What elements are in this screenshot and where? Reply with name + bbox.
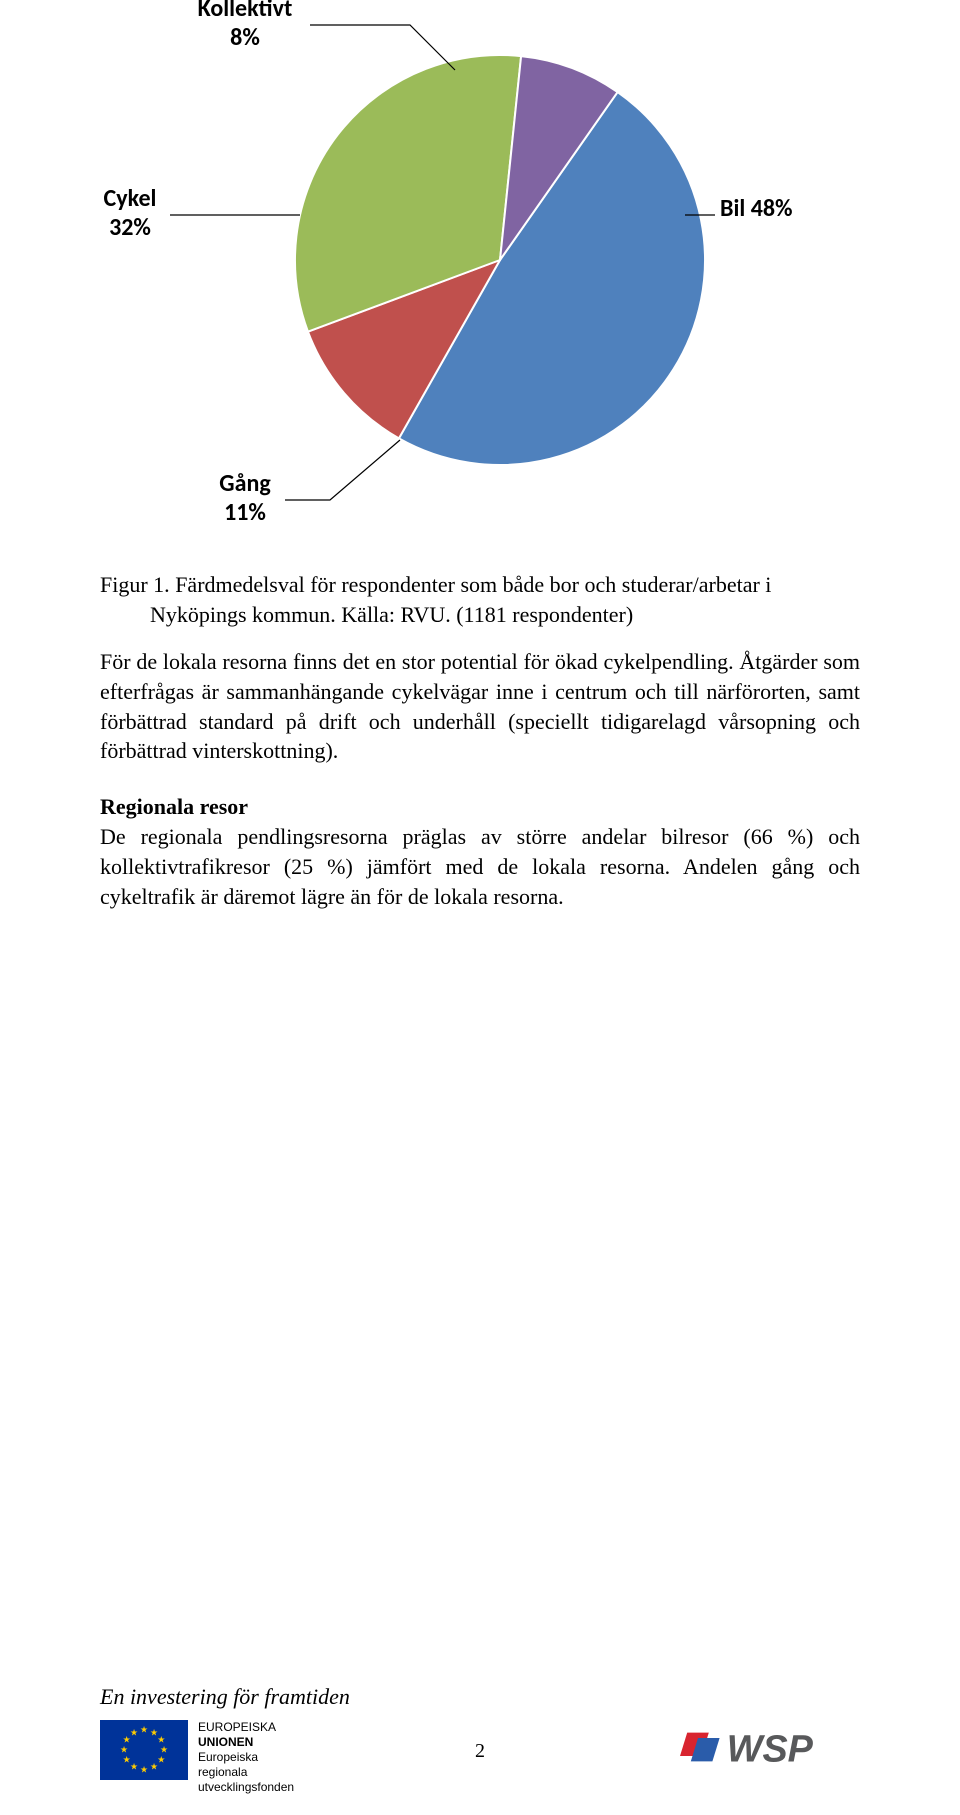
figure-caption: Figur 1. Färdmedelsval för respondenter … (100, 570, 860, 629)
caption-text: Färdmedelsval för respondenter som både … (150, 572, 771, 627)
page-number: 2 (100, 1740, 860, 1763)
heading-regional: Regionala resor (100, 794, 860, 820)
eu-line5: utvecklingsfonden (198, 1780, 294, 1795)
transport-pie-chart: Kollektivt 8% Cykel 32% Bil 48% Gång 11% (100, 0, 860, 560)
eu-line4: regionala (198, 1765, 294, 1780)
footer-row: ★★★★★★★★★★★★ EUROPEISKA UNIONEN Europeis… (100, 1720, 860, 1795)
leader-gang (285, 440, 400, 500)
paragraph-regional-travel: De regionala pendlingsresorna präglas av… (100, 822, 860, 911)
leader-kollektivt (310, 25, 455, 70)
leader-lines (100, 0, 860, 560)
footer-slogan: En investering för framtiden (100, 1684, 860, 1710)
eu-line1: EUROPEISKA (198, 1720, 294, 1735)
page-footer: En investering för framtiden ★★★★★★★★★★★… (0, 1684, 960, 1815)
paragraph-local-travel: För de lokala resorna finns det en stor … (100, 647, 860, 766)
caption-prefix: Figur 1. (100, 572, 170, 597)
